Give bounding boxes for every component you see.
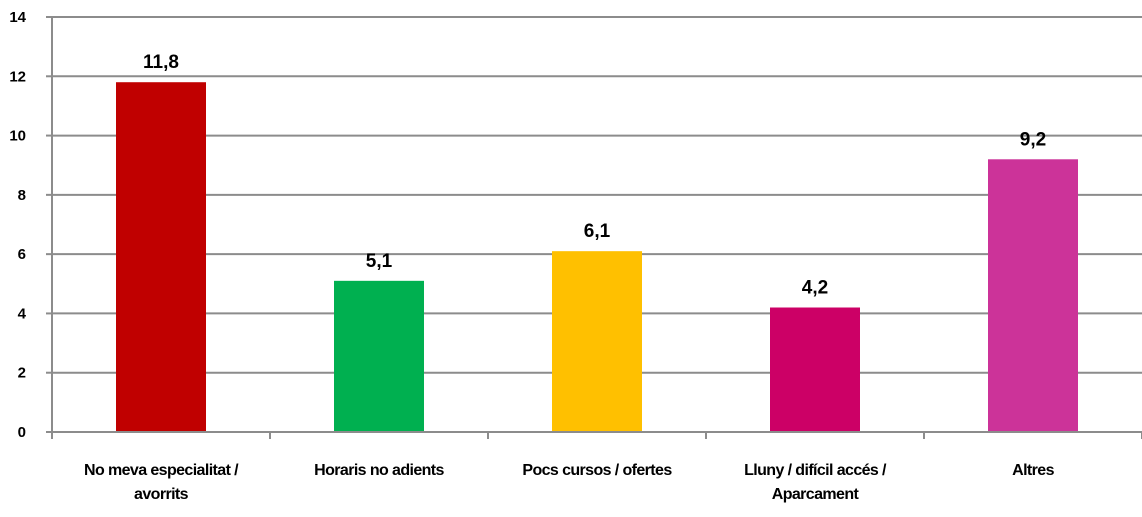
data-label: 5,1 — [366, 251, 393, 272]
x-tick-label: Altres — [1012, 462, 1054, 479]
bar — [116, 82, 206, 432]
bar — [334, 280, 424, 432]
axes — [46, 16, 1142, 439]
x-tick-label: Horaris no adients — [314, 462, 444, 479]
bar — [552, 251, 642, 432]
data-labels: 11,8 5,1 6,1 4,2 9,2 — [143, 52, 1046, 298]
data-label: 4,2 — [802, 278, 828, 299]
y-tick-label: 6 — [18, 246, 26, 263]
data-label: 6,1 — [584, 221, 611, 242]
category-labels: No meva especialitat / avorrits Horaris no… — [84, 462, 1055, 503]
x-tick-label: No meva especialitat / — [84, 462, 239, 479]
y-tick-label: 0 — [18, 424, 26, 441]
y-axis-ticks: 0 2 4 6 8 10 12 14 — [9, 9, 26, 441]
bar — [770, 307, 860, 432]
data-label: 11,8 — [143, 52, 179, 73]
bar — [988, 159, 1078, 433]
y-tick-label: 10 — [9, 128, 26, 145]
x-tick-label: avorrits — [134, 486, 189, 503]
x-tick-label: Pocs cursos / ofertes — [522, 462, 672, 479]
y-tick-label: 14 — [9, 9, 26, 26]
y-tick-label: 2 — [18, 365, 26, 382]
y-tick-label: 8 — [18, 187, 26, 204]
data-label: 9,2 — [1020, 129, 1046, 150]
x-tick-label: Aparcament — [772, 486, 860, 503]
x-tick-label: Lluny / difícil accés / — [744, 462, 887, 479]
bars — [116, 82, 1078, 433]
y-tick-label: 4 — [18, 305, 27, 322]
y-tick-label: 12 — [9, 68, 26, 85]
